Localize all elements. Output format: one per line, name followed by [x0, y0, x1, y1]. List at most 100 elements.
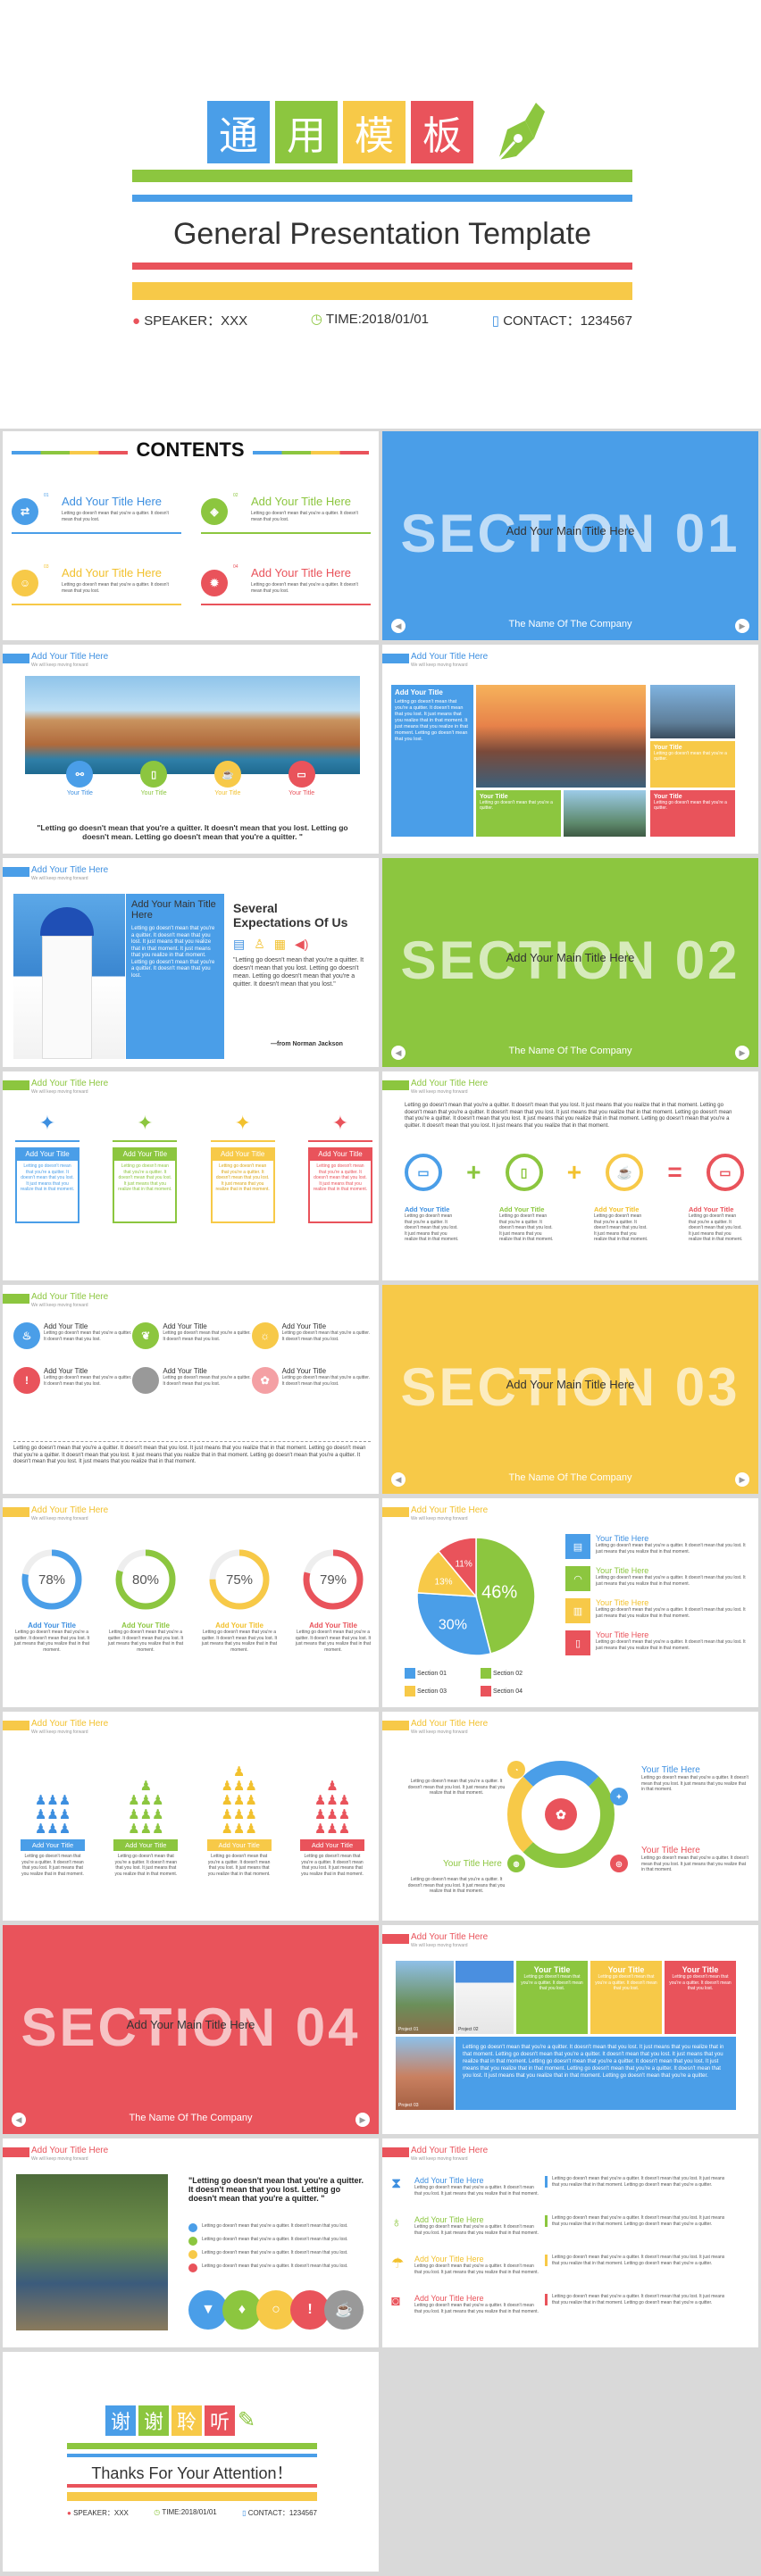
slide-subtitle: We will keep moving forward — [411, 663, 468, 668]
pie-side-title-1: Your Title Here — [596, 1534, 649, 1543]
contents-bar-right — [253, 451, 369, 454]
grid-text: Letting go doesn't mean that you're a qu… — [281, 1375, 371, 1387]
flower-icon: ✿ — [251, 1367, 279, 1394]
prev-arrow-icon[interactable]: ◀ — [391, 1472, 406, 1487]
people-row: ♟♟♟ ♟♟♟ ♟♟♟ Add Your Title Letting go doesn'… — [21, 1747, 364, 1877]
equation-slide: Add Your Title Here We will keep moving … — [382, 1071, 758, 1280]
cycle-item-1: Your Title Here Letting go doesn't mean t… — [641, 1765, 748, 1793]
pin-col-1[interactable]: ✦ Add Your Title Letting go doesn't mean… — [15, 1112, 79, 1223]
church-slide: Add Your Title Here We will keep moving … — [3, 858, 379, 1067]
church-title: Add Your Main Title Here — [131, 899, 216, 921]
contents-title-4: Add Your Title Here — [251, 566, 352, 579]
thanks-char-4: 听 — [205, 2405, 235, 2436]
project-blue-box: Letting go doesn't mean that you're a qu… — [456, 2037, 736, 2110]
section-01-slide: SECTION 01 Add Your Main Title Here The … — [382, 431, 758, 640]
chairs-item-text-2: Letting go doesn't mean that you're a qu… — [202, 2237, 348, 2242]
people-col-4: ♟ ♟♟♟ ♟♟♟ ♟♟♟ Add Your Title Letting go doesn… — [299, 1747, 364, 1877]
contents-text-2: Letting go doesn't mean that you're a qu… — [251, 511, 358, 522]
grid-item[interactable]: ✿ Add Your Title Letting go doesn't mean t… — [251, 1367, 371, 1394]
speaker-icon: ◀) — [295, 937, 309, 951]
people-col-3: ♟ ♟♟♟ ♟♟♟ ♟♟♟ ♟♟♟ Add Your Title Letting go do… — [206, 1747, 272, 1877]
cover-title: General Presentation Template — [172, 217, 592, 251]
harbor-item-3[interactable]: ☕ Your Title — [213, 761, 241, 796]
pin-text-4: Letting go doesn't mean that you're a qu… — [307, 1161, 372, 1223]
pie-side-title-3: Your Title Here — [596, 1598, 649, 1607]
pin-icon: ✦ — [137, 1112, 154, 1134]
header-mark — [382, 1080, 409, 1090]
section-02-big: SECTION 02 — [400, 930, 740, 990]
pin-title-3: Add Your Title — [210, 1147, 275, 1161]
chairs-item-text-1: Letting go doesn't mean that you're a qu… — [202, 2223, 348, 2229]
harbor-item-4[interactable]: ▭ Your Title — [288, 761, 315, 796]
pie-chart: 46% 30% 13%11% — [416, 1537, 536, 1656]
grid-item[interactable]: ❦ Add Your Title Letting go doesn't mean t… — [132, 1322, 251, 1349]
percent-col-4: 79% Add Your Title Letting go doesn't me… — [293, 1547, 373, 1653]
contents-title-2: Add Your Title Here — [251, 495, 352, 508]
pie-side-title-4: Your Title Here — [596, 1630, 649, 1639]
next-arrow-icon[interactable]: ▶ — [735, 619, 749, 633]
pin-text-3: Letting go doesn't mean that you're a qu… — [210, 1161, 275, 1223]
slide-subtitle: We will keep moving forward — [31, 1730, 88, 1735]
pie-slice-2 — [416, 1592, 492, 1656]
section-02-main-title: Add Your Main Title Here — [506, 951, 635, 964]
equals-icon: = — [667, 1158, 682, 1186]
city-green-text: Letting go doesn't mean that you're a qu… — [480, 800, 553, 811]
pin-line — [113, 1140, 178, 1142]
pin-line — [15, 1140, 79, 1142]
list-text-1: Letting go doesn't mean that you're a qu… — [414, 2185, 539, 2197]
cover-bar-red — [132, 263, 632, 270]
contents-title-3: Add Your Title Here — [62, 566, 163, 579]
equation-row: ▭ + ▯ + ☕ = ▭ — [405, 1154, 744, 1191]
grid-item[interactable]: ☼ Add Your Title Letting go doesn't mean t… — [251, 1322, 371, 1349]
flower-icon: ✿ — [545, 1798, 577, 1830]
star-icon: ✦ — [610, 1788, 628, 1805]
project-green-title: Your Title — [533, 1965, 571, 1974]
pin-col-2[interactable]: ✦ Add Your Title Letting go doesn't mean… — [113, 1112, 178, 1223]
alert-icon: ! — [13, 1367, 40, 1394]
slide-subtitle: We will keep moving forward — [31, 663, 88, 668]
projects-slide: Add Your Title Here We will keep moving … — [382, 1925, 758, 2134]
bulb-icon: ♁ — [391, 2215, 402, 2230]
slide-title: Add Your Title Here — [411, 1719, 489, 1729]
equation-title-1: Add Your Title — [405, 1205, 450, 1213]
thanks-slide: 谢 谢 聆 听 ✎ Thanks For Your Attention！ ● S… — [3, 2352, 379, 2572]
pen-icon: ✎ — [238, 2408, 256, 2432]
percent-label-2: 80% — [132, 1572, 159, 1588]
project-yellow-title: Your Title — [607, 1965, 645, 1974]
contents-num-4: 04 — [233, 564, 238, 570]
prev-arrow-icon[interactable]: ◀ — [12, 2113, 26, 2127]
chairs-item-4: Letting go doesn't mean that you're a qu… — [188, 2263, 367, 2272]
grid-item[interactable]: Add Your Title Letting go doesn't mean th… — [132, 1367, 251, 1394]
next-arrow-icon[interactable]: ▶ — [735, 1472, 749, 1487]
prev-arrow-icon[interactable]: ◀ — [391, 1046, 406, 1060]
next-arrow-icon[interactable]: ▶ — [355, 2113, 370, 2127]
slide-subtitle: We will keep moving forward — [411, 1516, 468, 1521]
grid-item[interactable]: ♨ Add Your Title Letting go doesn't mean t… — [13, 1322, 132, 1349]
cover-speaker: ● SPEAKER：XXX — [132, 313, 248, 329]
people-icon: ♟ ♟♟♟ ♟♟♟ ♟♟♟ — [314, 1779, 351, 1837]
percent-title-4: Add Your Title — [309, 1621, 357, 1630]
thanks-bar-red — [67, 2484, 317, 2488]
percent-label-1: 78% — [38, 1572, 65, 1588]
pin-icon: ✦ — [331, 1112, 349, 1134]
thanks-bar-blue — [67, 2454, 317, 2457]
pen-icon — [497, 103, 545, 162]
prev-arrow-icon[interactable]: ◀ — [391, 619, 406, 633]
people-title-3: Add Your Title — [206, 1839, 272, 1851]
project-red-box: Your Title Letting go doesn't mean that y… — [665, 1961, 736, 2034]
contents-line-1 — [12, 532, 181, 534]
legend-item-1: Section 01 — [405, 1668, 481, 1679]
next-arrow-icon[interactable]: ▶ — [735, 1046, 749, 1060]
thanks-contact: ▯ CONTACT：1234567 — [242, 2509, 317, 2517]
harbor-item-2[interactable]: ▯ Your Title — [140, 761, 168, 796]
slide-title: Add Your Title Here — [31, 1079, 109, 1088]
contents-slide: CONTENTS ⇄ 01 Add Your Title Here Lettin… — [3, 431, 379, 640]
harbor-item-1[interactable]: ⚯ Your Title — [66, 761, 94, 796]
percent-ring-3: 75% — [209, 1549, 270, 1610]
grid-item[interactable]: ! Add Your Title Letting go doesn't mean t… — [13, 1367, 132, 1394]
cycle-text-left-2: Letting go doesn't mean that you're a qu… — [407, 1877, 506, 1894]
pin-col-3[interactable]: ✦ Add Your Title Letting go doesn't mean… — [210, 1112, 275, 1223]
pin-col-4[interactable]: ✦ Add Your Title Letting go doesn't mean… — [307, 1112, 372, 1223]
contents-text-4: Letting go doesn't mean that you're a qu… — [251, 582, 358, 594]
pie-side-text-4: Letting go doesn't mean that you're a qu… — [596, 1639, 746, 1651]
